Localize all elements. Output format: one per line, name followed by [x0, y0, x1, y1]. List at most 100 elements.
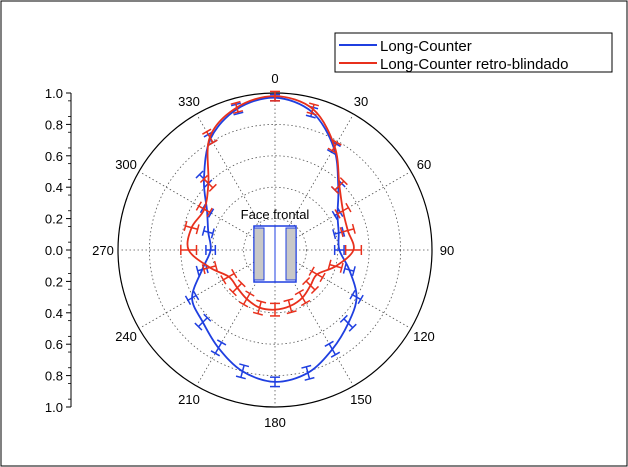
angle-tick-label: 300: [115, 157, 137, 172]
error-bar: [228, 279, 246, 297]
angle-tick-label: 30: [354, 94, 368, 109]
error-bar-cap: [330, 185, 340, 195]
error-bar-cap: [256, 299, 267, 304]
error-bar-cap: [201, 264, 206, 275]
error-bar-cap: [232, 109, 244, 115]
error-bar-cap: [184, 295, 192, 305]
radial-tick-label: 1.0: [45, 86, 63, 101]
error-bar-cap: [208, 183, 217, 192]
error-bar: [339, 314, 357, 332]
error-bar-stem: [305, 366, 311, 380]
error-bar: [333, 245, 345, 255]
error-bar-cap: [203, 313, 212, 322]
error-bar: [180, 245, 198, 255]
error-bar-cap: [199, 174, 209, 184]
error-bar: [283, 298, 297, 315]
error-bar-cap: [239, 363, 250, 368]
error-bar-stem: [242, 293, 251, 305]
error-bar-stem: [298, 291, 307, 304]
radial-tick-label: 0.0: [45, 243, 63, 258]
error-bar: [301, 364, 315, 381]
angle-tick-label: 120: [413, 329, 435, 344]
error-bar: [194, 313, 212, 331]
error-bar-cap: [207, 208, 215, 218]
error-bar-cap: [195, 201, 203, 211]
error-bar-cap: [302, 277, 311, 286]
error-bar-cap: [330, 351, 341, 358]
error-bar-cap: [231, 268, 238, 279]
error-bar-cap: [300, 299, 311, 307]
error-bar-cap: [345, 202, 352, 213]
angle-tick-label: 270: [92, 243, 114, 258]
error-bar-stem: [337, 206, 349, 215]
angle-tick-label: 330: [178, 94, 200, 109]
error-bar: [238, 290, 255, 308]
error-bar-stem: [329, 263, 342, 269]
error-bar-cap: [245, 290, 255, 297]
error-bar-cap: [213, 260, 218, 271]
legend: Long-Counter Long-Counter retro-blindado: [334, 32, 613, 73]
error-bar-cap: [201, 128, 212, 135]
error-bar: [270, 90, 280, 102]
error-bar-cap: [351, 266, 356, 277]
error-bar: [344, 245, 363, 255]
error-bar-stem: [334, 180, 345, 191]
face-frontal-label: Face frontal: [241, 207, 310, 222]
error-bar-cap: [304, 376, 315, 381]
error-bar: [205, 245, 217, 255]
angle-tick-label: 60: [417, 157, 431, 172]
error-bar: [201, 260, 218, 275]
error-bar: [201, 225, 215, 239]
radial-tick-label: 0.4: [45, 180, 63, 195]
error-bar-cap: [195, 224, 200, 235]
error-bar-cap: [233, 111, 244, 116]
error-bar-cap: [342, 263, 347, 274]
error-bar-stem: [197, 317, 208, 328]
error-bar-cap: [357, 294, 364, 305]
angle-tick-label: 240: [115, 329, 137, 344]
error-bar-stem: [331, 142, 338, 152]
detector-left-shield: [253, 227, 265, 281]
error-bar-stem: [344, 267, 355, 272]
error-bar-cap: [252, 311, 263, 316]
error-bar-cap: [195, 170, 204, 179]
error-bar-cap: [237, 279, 246, 288]
series-layer: [180, 90, 364, 388]
radial-tick-label: 0.8: [45, 117, 63, 132]
error-bar-cap: [351, 223, 356, 234]
error-bar: [183, 221, 200, 235]
error-bar-stem: [203, 230, 214, 235]
error-bar-cap: [206, 207, 213, 218]
error-bar-cap: [334, 209, 341, 219]
error-bar-stem: [232, 282, 243, 293]
error-bar-cap: [294, 288, 305, 296]
angle-tick-label: 180: [264, 415, 286, 430]
error-bar: [210, 339, 227, 357]
angle-tick-label: 0: [271, 71, 278, 86]
error-bar-cap: [339, 177, 348, 186]
radial-tick-label: 0.4: [45, 306, 63, 321]
error-bar-cap: [339, 262, 344, 273]
error-bar: [270, 376, 280, 388]
radial-tick-label: 0.6: [45, 149, 63, 164]
error-bar: [327, 139, 342, 154]
error-bar-cap: [327, 147, 338, 154]
detector-right-shield: [285, 227, 297, 281]
error-bar: [342, 263, 356, 277]
error-bar-cap: [192, 290, 200, 301]
error-bar-cap: [220, 275, 227, 285]
error-bar: [201, 128, 218, 146]
error-bar-cap: [339, 227, 344, 238]
error-bar-stem: [187, 294, 197, 301]
grid-circle: [148, 124, 401, 376]
face-frontal-detector-drawing: Face frontal: [241, 207, 310, 283]
error-bar-cap: [327, 259, 332, 270]
error-bar-cap: [235, 375, 246, 380]
radial-tick-label: 0.2: [45, 274, 63, 289]
error-bar-cap: [306, 111, 317, 116]
angle-tick-label: 210: [178, 392, 200, 407]
error-bar-cap: [195, 265, 200, 276]
radial-axis: 1.0 0.8 0.6 0.4 0.2 0.0 0.2 0.4 0.6 0.8 1.0: [45, 86, 72, 415]
error-bar-stem: [198, 205, 211, 213]
